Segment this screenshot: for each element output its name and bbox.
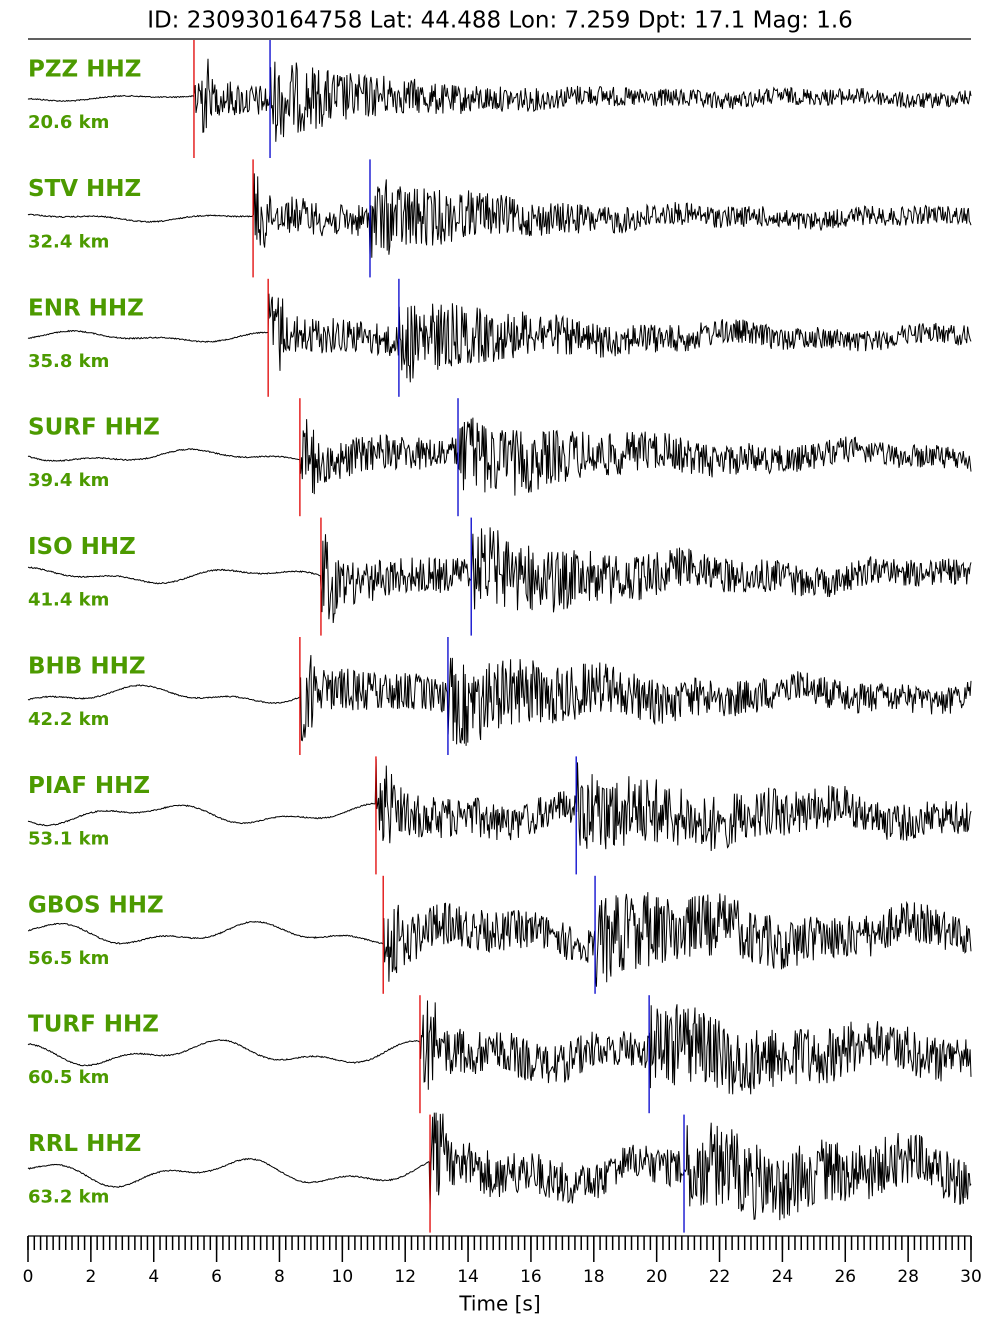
station-label: ISO HHZ <box>28 534 136 560</box>
x-tick-label: 8 <box>274 1267 285 1287</box>
waveform <box>27 1000 972 1095</box>
distance-label: 41.4 km <box>28 590 109 611</box>
x-tick-label: 20 <box>646 1267 668 1287</box>
waveform <box>27 527 972 624</box>
distance-label: 63.2 km <box>28 1187 109 1208</box>
station-label: TURF HHZ <box>28 1012 159 1038</box>
waveform <box>27 417 972 496</box>
distance-label: 56.5 km <box>28 948 109 969</box>
station-label: ENR HHZ <box>28 295 144 321</box>
waveform <box>27 1112 972 1221</box>
x-tick-label: 18 <box>583 1267 605 1287</box>
waveform <box>28 892 972 987</box>
station-label: SURF HHZ <box>28 415 160 441</box>
x-tick-label: 26 <box>834 1267 856 1287</box>
x-tick-label: 10 <box>332 1267 354 1287</box>
x-tick-label: 30 <box>960 1267 982 1287</box>
waveform <box>27 173 972 259</box>
x-tick-label: 16 <box>520 1267 542 1287</box>
x-axis-label: Time [s] <box>458 1292 540 1316</box>
station-label: PIAF HHZ <box>28 773 150 799</box>
x-tick-label: 12 <box>394 1267 416 1287</box>
waveform <box>27 655 972 746</box>
distance-label: 20.6 km <box>28 112 109 133</box>
x-tick-label: 24 <box>772 1267 794 1287</box>
waveform <box>27 758 972 852</box>
x-tick-label: 4 <box>148 1267 159 1287</box>
x-tick-label: 2 <box>85 1267 96 1287</box>
station-label: BHB HHZ <box>28 654 146 680</box>
station-label: STV HHZ <box>28 176 141 202</box>
distance-label: 42.2 km <box>28 709 109 730</box>
x-tick-label: 28 <box>897 1267 919 1287</box>
distance-label: 32.4 km <box>28 231 109 252</box>
waveform <box>27 58 972 142</box>
station-label: PZZ HHZ <box>28 57 141 83</box>
distance-label: 60.5 km <box>28 1067 109 1088</box>
station-label: GBOS HHZ <box>28 892 164 918</box>
x-tick-label: 6 <box>211 1267 222 1287</box>
station-label: RRL HHZ <box>28 1131 141 1157</box>
chart-title: ID: 230930164758 Lat: 44.488 Lon: 7.259 … <box>147 8 853 34</box>
distance-label: 39.4 km <box>28 470 109 491</box>
distance-label: 53.1 km <box>28 828 109 849</box>
x-tick-label: 0 <box>23 1267 34 1287</box>
x-tick-label: 14 <box>457 1267 479 1287</box>
distance-label: 35.8 km <box>28 351 109 372</box>
waveform <box>27 293 972 383</box>
x-tick-label: 22 <box>709 1267 731 1287</box>
